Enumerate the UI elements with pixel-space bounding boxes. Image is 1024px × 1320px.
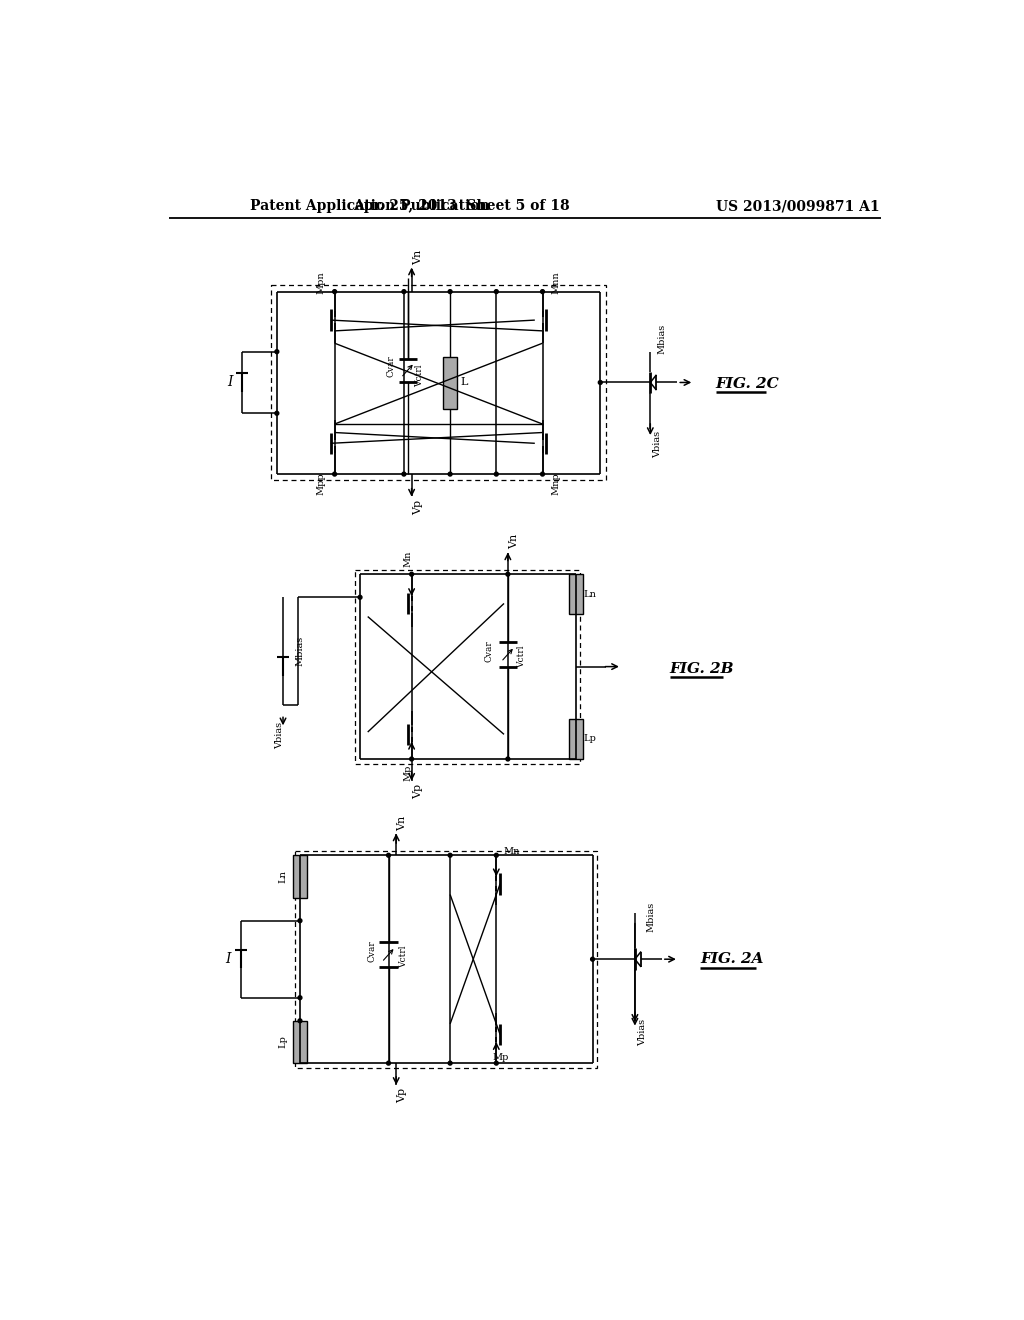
Circle shape xyxy=(402,473,406,477)
Text: Vp: Vp xyxy=(413,784,423,799)
Bar xyxy=(293,855,307,898)
Text: Vp: Vp xyxy=(413,500,423,515)
Text: Apr. 25, 2013  Sheet 5 of 18: Apr. 25, 2013 Sheet 5 of 18 xyxy=(353,199,570,213)
Text: Mpp: Mpp xyxy=(316,473,326,495)
Text: Mpn: Mpn xyxy=(316,272,326,294)
Circle shape xyxy=(274,412,279,416)
Text: Cvar: Cvar xyxy=(367,941,376,962)
Circle shape xyxy=(495,1061,499,1065)
Circle shape xyxy=(449,473,452,477)
Text: Mn: Mn xyxy=(403,550,413,568)
Text: Vbias: Vbias xyxy=(653,430,663,458)
Text: Vn: Vn xyxy=(397,816,408,830)
Text: FIG. 2C: FIG. 2C xyxy=(716,378,779,391)
Text: FIG. 2A: FIG. 2A xyxy=(700,952,764,966)
Text: Mn: Mn xyxy=(504,847,520,855)
Text: Cvar: Cvar xyxy=(386,355,395,378)
Circle shape xyxy=(410,573,414,576)
Circle shape xyxy=(495,853,499,857)
Bar xyxy=(443,358,457,409)
Circle shape xyxy=(449,289,452,293)
Bar xyxy=(568,574,583,614)
Circle shape xyxy=(598,380,602,384)
Text: Ln: Ln xyxy=(583,590,596,599)
Circle shape xyxy=(274,350,279,354)
Circle shape xyxy=(402,289,406,293)
Circle shape xyxy=(449,853,452,857)
Circle shape xyxy=(333,289,337,293)
Text: Mp: Mp xyxy=(492,1053,508,1063)
Text: L: L xyxy=(460,376,468,387)
Text: I: I xyxy=(227,375,232,389)
Circle shape xyxy=(298,1019,302,1023)
Text: US 2013/0099871 A1: US 2013/0099871 A1 xyxy=(716,199,880,213)
Text: Vctrl: Vctrl xyxy=(517,645,526,668)
Circle shape xyxy=(387,1061,390,1065)
Text: Vctrl: Vctrl xyxy=(399,945,409,968)
Text: Mbias: Mbias xyxy=(657,325,667,355)
Text: Vn: Vn xyxy=(509,535,519,549)
Text: FIG. 2B: FIG. 2B xyxy=(670,661,734,676)
Text: Mp: Mp xyxy=(403,764,413,781)
Circle shape xyxy=(298,919,302,923)
Text: Ln: Ln xyxy=(279,870,288,883)
Text: Mbias: Mbias xyxy=(646,902,655,932)
Text: Vn: Vn xyxy=(413,249,423,264)
Text: Vbias: Vbias xyxy=(274,722,284,750)
Circle shape xyxy=(541,289,545,293)
Bar xyxy=(270,285,606,480)
Bar xyxy=(568,719,583,759)
Text: Cvar: Cvar xyxy=(484,640,494,663)
Text: Mnp: Mnp xyxy=(552,473,561,495)
Circle shape xyxy=(333,473,337,477)
Text: Lp: Lp xyxy=(583,734,596,743)
Circle shape xyxy=(506,758,510,760)
Circle shape xyxy=(506,573,510,576)
Circle shape xyxy=(387,853,390,857)
Circle shape xyxy=(449,1061,452,1065)
Circle shape xyxy=(591,957,595,961)
Circle shape xyxy=(358,595,361,599)
Text: Vctrl: Vctrl xyxy=(415,364,424,387)
Circle shape xyxy=(541,473,545,477)
Circle shape xyxy=(495,473,499,477)
Text: Vbias: Vbias xyxy=(638,1019,647,1045)
Text: Mnn: Mnn xyxy=(552,272,561,294)
Circle shape xyxy=(495,289,499,293)
Bar xyxy=(295,850,597,1068)
Bar xyxy=(293,1020,307,1063)
Circle shape xyxy=(410,758,414,760)
Text: Vp: Vp xyxy=(397,1088,408,1104)
Text: I: I xyxy=(225,952,231,966)
Text: Mbias: Mbias xyxy=(296,636,304,667)
Text: Patent Application Publication: Patent Application Publication xyxy=(250,199,489,213)
Text: Lp: Lp xyxy=(279,1035,288,1048)
Bar xyxy=(355,570,581,763)
Circle shape xyxy=(298,995,302,999)
